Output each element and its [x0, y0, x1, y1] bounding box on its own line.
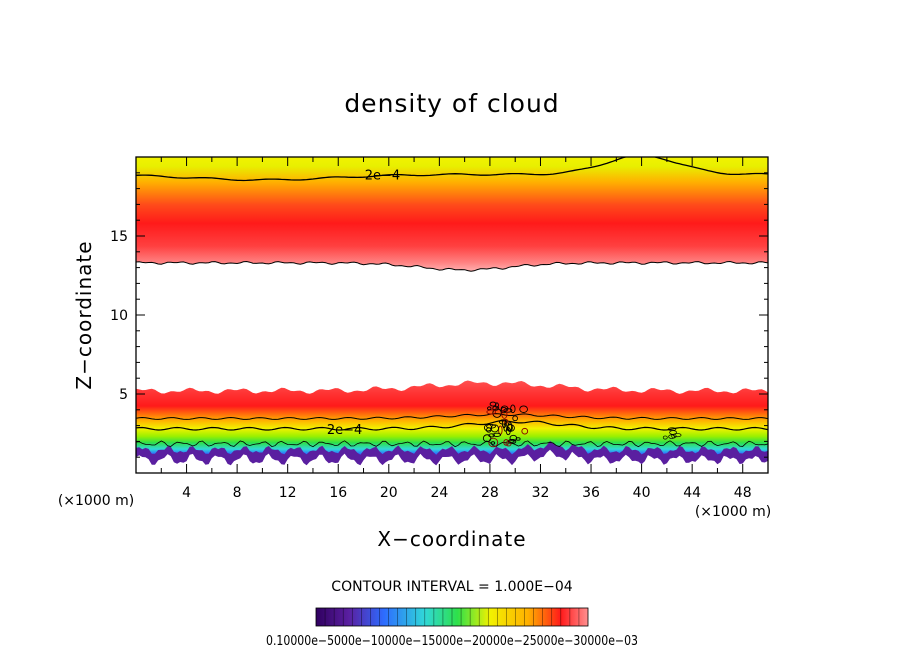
x-tick-label: 48	[734, 485, 752, 501]
convective-cell-contour	[482, 434, 492, 443]
contour-line-upper-bottom	[136, 260, 768, 272]
chart-title: density of cloud	[344, 89, 559, 118]
y-axis-ticks: 5 10 15	[110, 172, 768, 458]
x-tick-label: 44	[683, 485, 701, 501]
colorbar	[315, 607, 589, 627]
convective-cell-contour	[512, 415, 518, 422]
convective-cell-contour	[673, 433, 682, 438]
y-tick-label: 10	[110, 308, 128, 324]
colorbar-frame	[315, 607, 589, 627]
contour-interval-text: CONTOUR INTERVAL = 1.000E−04	[331, 579, 572, 595]
contour-line-lower-mid	[136, 420, 768, 431]
convective-cell-contour	[490, 424, 499, 433]
plot-area	[136, 157, 768, 466]
convective-cell-contour	[498, 419, 508, 425]
convective-cell-contour	[519, 405, 528, 413]
x-tick-label: 32	[532, 485, 550, 501]
convective-cell-contour	[488, 437, 499, 448]
y-axis-label: Z−coordinate	[72, 240, 96, 389]
convective-cell-contour	[507, 421, 513, 432]
convective-cell-contour	[483, 423, 493, 432]
contour-label: 2e−4	[327, 423, 362, 438]
convective-cell-contour	[500, 407, 508, 414]
x-tick-label: 8	[233, 485, 242, 501]
colorbar-segment-lines	[324, 608, 580, 626]
convective-cell-contour	[662, 435, 668, 440]
convective-cell-contour	[490, 441, 496, 445]
x-axis-ticks: 4 8 12 16 20 24 28 32 36 40 44 48	[160, 157, 752, 501]
y-tick-label: 15	[110, 229, 128, 245]
x-tick-label: 28	[481, 485, 499, 501]
x-tick-label: 12	[279, 485, 297, 501]
contour-line-lower-top	[136, 413, 768, 420]
x-tick-label: 20	[380, 485, 398, 501]
x-tick-label: 16	[329, 485, 347, 501]
x-axis-label: X−coordinate	[377, 527, 526, 551]
convective-cell-contour	[521, 427, 529, 435]
convective-cell-contour	[486, 409, 496, 415]
convective-cell-contour	[503, 439, 509, 446]
x-unit-right: (×1000 m)	[695, 504, 771, 520]
convective-cell-contour	[508, 438, 515, 444]
upper-cloud-layer	[136, 157, 768, 272]
lower-cloud-fringe	[136, 440, 768, 466]
convective-cell-contour	[492, 432, 502, 437]
convective-cell-contour	[486, 427, 492, 433]
convective-cell-contour	[503, 423, 508, 432]
colorbar-tick-labels: 0.10000e−5000e−10000e−15000e−20000e−2500…	[266, 634, 638, 649]
x-tick-label: 24	[430, 485, 448, 501]
y-tick-label: 5	[119, 387, 128, 403]
x-unit-left: (×1000 m)	[58, 493, 134, 509]
convective-cell-contour	[492, 408, 502, 418]
convective-cell-contour	[494, 402, 499, 409]
x-tick-label: 36	[582, 485, 600, 501]
convective-cell-contour	[669, 430, 678, 435]
lower-cloud-layer	[136, 380, 768, 461]
contour-label: 2e−4	[365, 168, 400, 183]
x-tick-label: 4	[182, 485, 191, 501]
contour-labels: 2e−4 2e−4	[327, 168, 400, 438]
convective-cell-contour	[501, 409, 508, 419]
convective-cell-contour	[515, 437, 521, 441]
contour-line-upper-top	[136, 157, 768, 182]
contour-line-lower-low	[136, 440, 768, 448]
convective-cell-contour	[487, 406, 492, 411]
convective-cell-contours	[482, 401, 682, 448]
x-tick-label: 40	[633, 485, 651, 501]
